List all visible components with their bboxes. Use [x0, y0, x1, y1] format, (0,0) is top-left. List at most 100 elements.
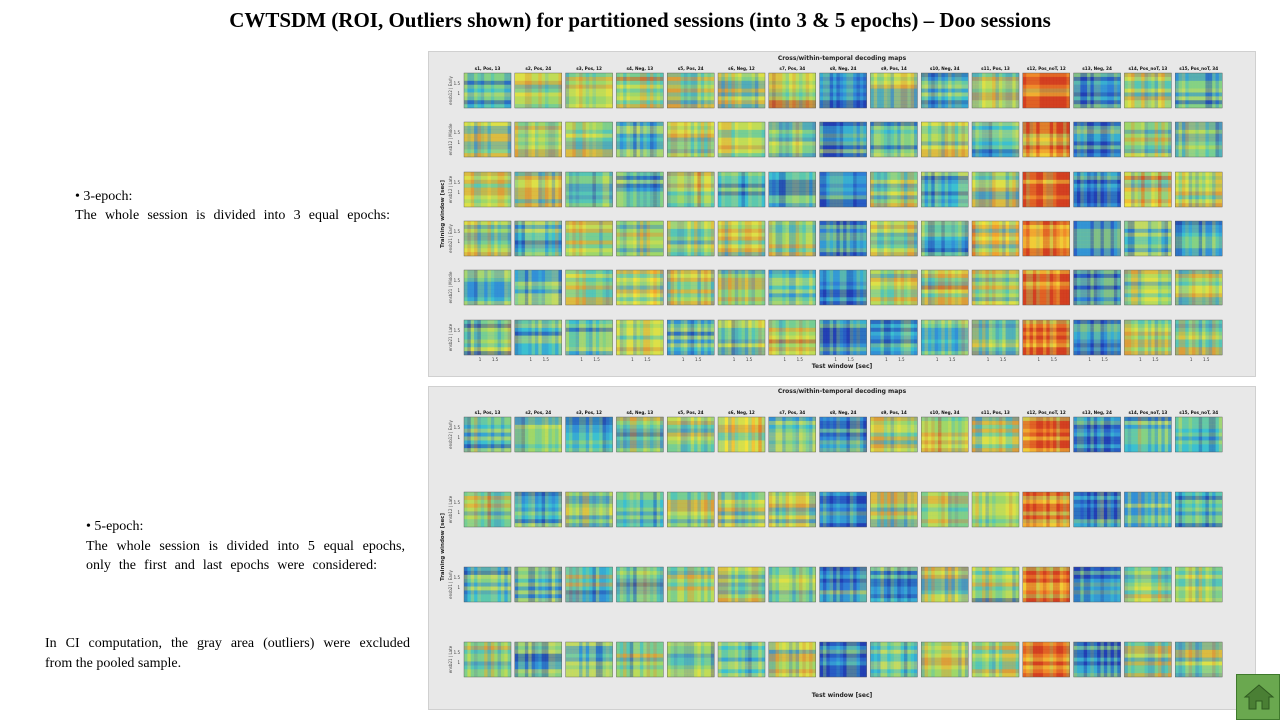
heatmap-cell [921, 121, 969, 158]
heatmap-cell [971, 269, 1020, 306]
heatmap-cell [870, 319, 918, 356]
heatmap-cell [1175, 566, 1223, 603]
heatmap-cell [870, 641, 918, 678]
column-title: s6, Neg, 12 [728, 410, 755, 415]
column-title: s8, Neg, 24 [830, 66, 857, 71]
x-tick-label: 1.5 [644, 357, 651, 362]
heatmap-cell [870, 491, 918, 528]
y-tick-label: 1 [457, 435, 460, 440]
heatmap-cell [565, 416, 613, 453]
y-tick-label: 1.5 [454, 425, 461, 430]
heatmap-cell [819, 269, 867, 306]
heatmap-cell [1022, 171, 1070, 208]
y-axis-label: Training window [sec] [440, 513, 446, 581]
y-tick-label: 1 [457, 91, 460, 96]
column-title: s2, Pos, 24 [525, 410, 551, 415]
home-button[interactable] [1236, 674, 1280, 720]
x-axis-label: Test window [sec] [812, 363, 873, 370]
heatmap-cell [1175, 641, 1223, 678]
heatmap-cell [463, 416, 512, 453]
column-title: s5, Pos, 24 [678, 410, 704, 415]
heatmap-cell [768, 220, 816, 257]
heatmap-cell [666, 641, 715, 678]
heatmap-cell [463, 72, 512, 109]
slide-title: CWTSDM (ROI, Outliers shown) for partiti… [229, 8, 1051, 32]
x-tick-label: 1.5 [695, 357, 702, 362]
y-axis-label: Training window [sec] [440, 180, 446, 248]
x-tick-label: 1.5 [543, 357, 550, 362]
heatmap-cell [1073, 171, 1121, 208]
heatmap-cell [1073, 641, 1121, 678]
heatmap-cell [870, 72, 918, 109]
bullet-5-epoch-line1: The whole session is divided into 5 equa… [86, 539, 405, 554]
heatmap-cell [1175, 72, 1223, 109]
heatmap-cell [463, 491, 512, 528]
heatmap-cell [1175, 121, 1223, 158]
heatmap-cell [1073, 566, 1121, 603]
heatmap-cell [870, 121, 918, 158]
column-title: s5, Pos, 24 [678, 66, 704, 71]
y-tick-label: 1 [457, 239, 460, 244]
heatmap-cell [971, 171, 1020, 208]
row-label: ensb12 | Early [448, 76, 453, 105]
heatmap-cell [616, 319, 664, 356]
x-tick-label: 1 [733, 357, 736, 362]
decoding-maps-chart-3-epoch: Cross/within-temporal decoding maps Test … [429, 52, 1255, 376]
heatmap-cell [666, 269, 715, 306]
heatmap-cell [666, 566, 715, 603]
heatmap-cell [616, 269, 664, 306]
x-tick-label: 1.5 [898, 357, 905, 362]
heatmap-cell [1022, 416, 1070, 453]
column-title: s11, Pos, 13 [981, 66, 1010, 71]
x-tick-label: 1.5 [492, 357, 499, 362]
y-tick-label: 1 [457, 510, 460, 515]
heatmap-cell [1073, 72, 1121, 109]
x-tick-label: 1 [987, 357, 990, 362]
heatmap-cell [463, 319, 512, 356]
note-line1: In CI computation, the gray area (outlie… [45, 636, 410, 651]
heatmap-cell [616, 416, 664, 453]
decoding-maps-panel-5-epoch: Cross/within-temporal decoding maps Test … [428, 386, 1256, 710]
row-label: ensb12 | Middle [448, 123, 453, 155]
heatmap-cell [616, 72, 664, 109]
x-tick-label: 1.5 [949, 357, 956, 362]
heatmap-cell [514, 121, 563, 158]
y-tick-label: 1.5 [454, 278, 461, 283]
heatmap-cell [514, 220, 563, 257]
heatmap-cell [971, 416, 1020, 453]
heatmap-cell [1073, 319, 1121, 356]
heatmap-cell [1124, 72, 1172, 109]
bullet-5-epoch-line2: only the first and last epochs were cons… [86, 558, 377, 573]
heatmap-cell [717, 269, 766, 306]
heatmap-cell [1022, 72, 1070, 109]
column-title: s11, Pos, 13 [981, 410, 1010, 415]
y-tick-label: 1.5 [454, 650, 461, 655]
heatmap-cell [717, 319, 766, 356]
row-label: ensb21 | Early [448, 570, 453, 599]
y-tick-label: 1 [457, 660, 460, 665]
heatmap-cell [463, 121, 512, 158]
heatmap-cell [1124, 269, 1172, 306]
decoding-maps-panel-3-epoch: Cross/within-temporal decoding maps Test … [428, 51, 1256, 377]
heatmap-cell [565, 171, 613, 208]
heatmap-cell [921, 641, 969, 678]
heatmap-cell [870, 220, 918, 257]
x-tick-label: 1.5 [1152, 357, 1159, 362]
home-icon [1243, 684, 1275, 710]
y-tick-label: 1 [457, 190, 460, 195]
y-tick-label: 1 [457, 338, 460, 343]
x-axis-label: Test window [sec] [812, 692, 873, 699]
heatmap-cell [565, 566, 613, 603]
heatmap-cell [717, 220, 766, 257]
heatmap-cell [971, 121, 1020, 158]
y-tick-label: 1.5 [454, 229, 461, 234]
decoding-maps-chart-5-epoch: Cross/within-temporal decoding maps Test … [429, 387, 1255, 709]
heatmap-cell [971, 72, 1020, 109]
heatmap-cell [463, 171, 512, 208]
heatmap-cell [666, 491, 715, 528]
column-title: s7, Pos, 34 [779, 66, 805, 71]
heatmap-cell [819, 491, 867, 528]
heatmap-cell [768, 491, 816, 528]
y-tick-label: 1.5 [454, 500, 461, 505]
heatmap-cell [1175, 416, 1223, 453]
